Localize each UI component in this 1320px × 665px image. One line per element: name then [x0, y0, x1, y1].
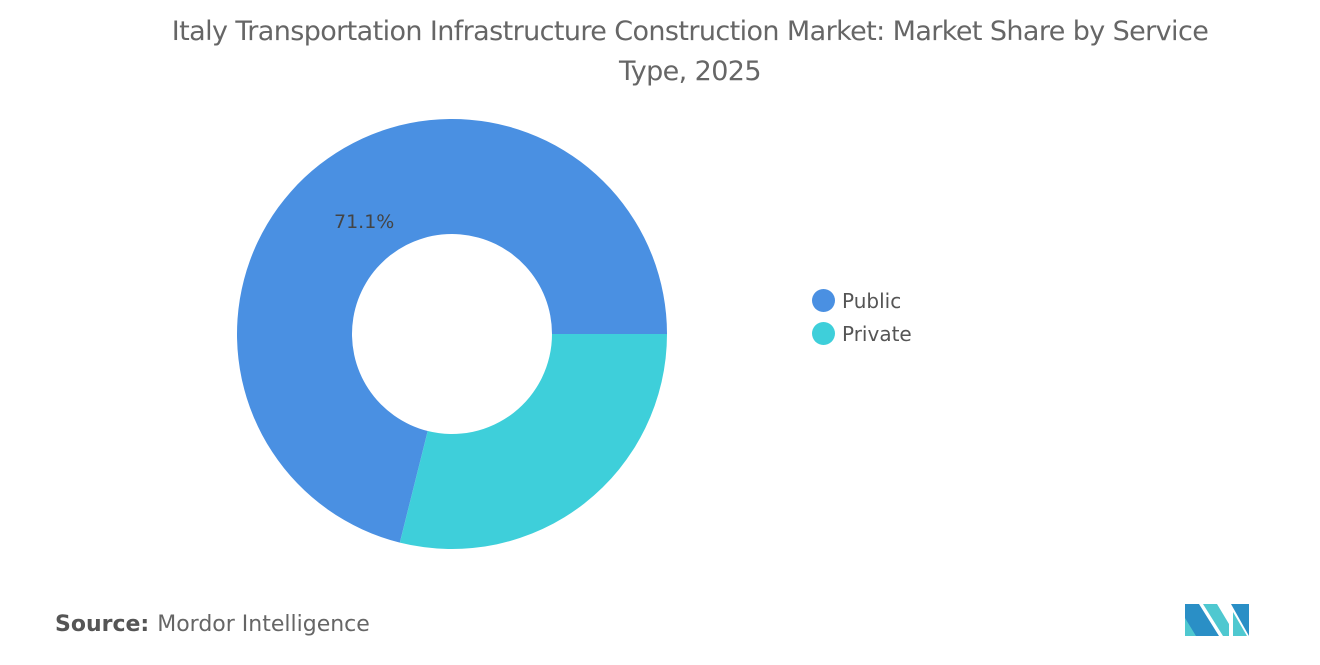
- slice-public[interactable]: [236, 118, 667, 543]
- legend-swatch-private: [812, 322, 835, 345]
- legend-item-private[interactable]: Private: [812, 317, 912, 350]
- legend-label-private: Private: [842, 321, 912, 346]
- source-label: Source:: [55, 612, 150, 637]
- legend-item-public[interactable]: Public: [812, 284, 912, 317]
- source-text: Mordor Intelligence: [157, 612, 370, 637]
- source-note: Source: Mordor Intelligence: [55, 612, 370, 637]
- slice-private[interactable]: [399, 334, 667, 550]
- mordor-logo: [1185, 604, 1249, 636]
- chart-title: Italy Transportation Infrastructure Cons…: [171, 16, 1209, 87]
- legend-label-public: Public: [842, 288, 902, 313]
- legend-swatch-public: [812, 289, 835, 312]
- legend: Public Private: [812, 284, 912, 350]
- data-label-public: 71.1%: [334, 211, 394, 233]
